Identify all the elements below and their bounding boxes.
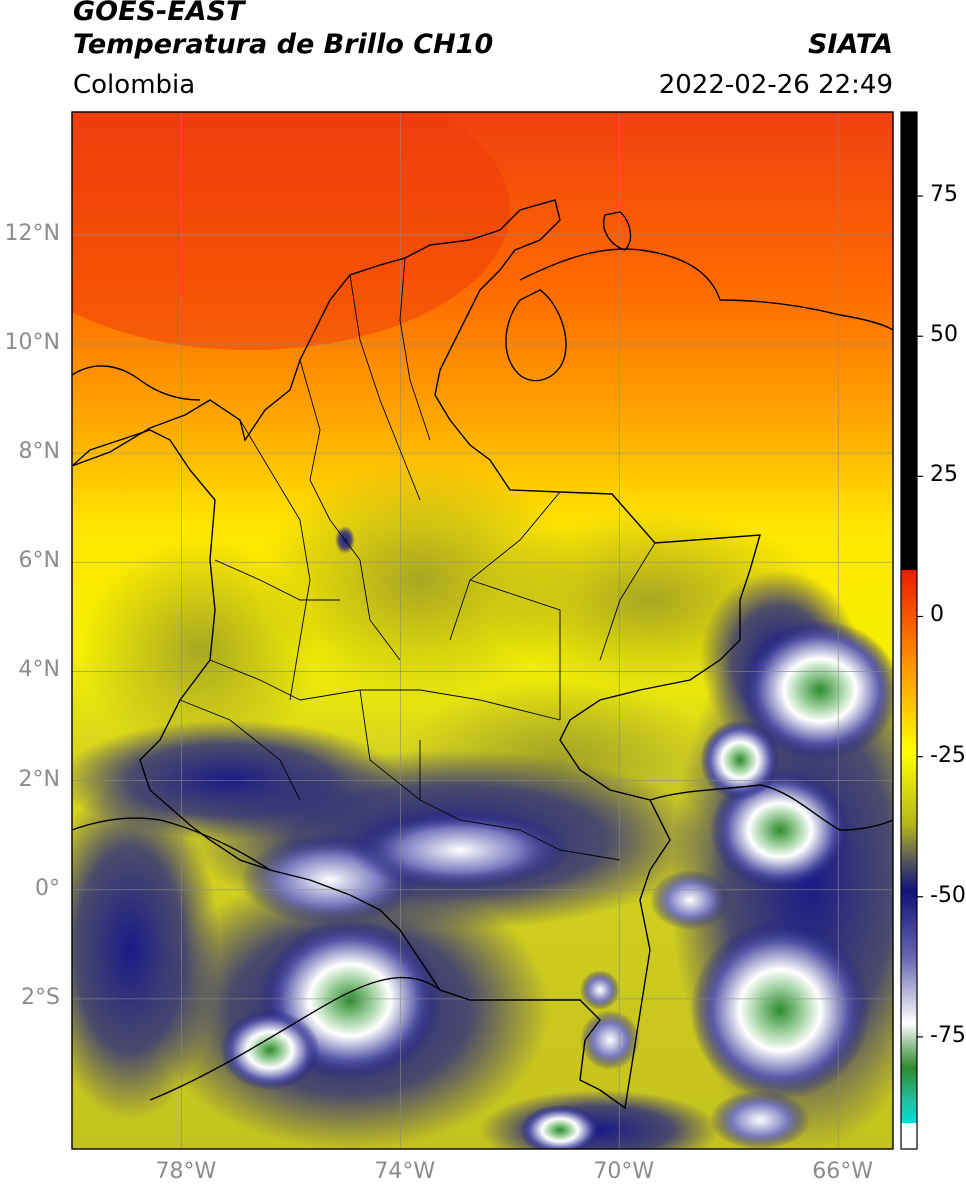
colorbar-underflow-segment (901, 1123, 917, 1149)
lat-tick-label: 8°N (18, 439, 60, 465)
peru-border (149, 976, 441, 1101)
venezuela-coast (519, 248, 893, 331)
lat-tick-label: 2°N (18, 766, 60, 792)
coastlines-and-borders (72, 199, 893, 1110)
colorbar-tick-label: -75 (930, 1022, 966, 1048)
lon-tick-label: 74°W (374, 1159, 436, 1184)
region-label: Colombia (73, 70, 196, 100)
colorbar-tick-label: 50 (930, 322, 958, 348)
colombia-outline (72, 199, 761, 1110)
lon-tick-label: 78°W (155, 1159, 217, 1184)
datetime-label: 2022-02-26 22:49 (658, 70, 893, 100)
colorbar-tick-label: -50 (930, 882, 966, 908)
colorbar-tick-label: 75 (930, 182, 958, 208)
lon-tick-label: 70°W (593, 1159, 655, 1184)
paraguana (603, 211, 632, 251)
lat-tick-label: 2°S (21, 984, 60, 1010)
lat-tick-label: 12°N (4, 220, 60, 246)
colorbar-tick-label: -25 (930, 742, 966, 768)
colorbar-gradient-segment (901, 570, 917, 1123)
lat-tick-label: 6°N (18, 548, 60, 574)
lat-tick-label: 4°N (18, 657, 60, 683)
colorbar-tick-label: 25 (930, 462, 958, 488)
ecuador-border (72, 817, 271, 871)
maracaibo-lake (505, 289, 567, 382)
graticule (72, 112, 893, 1149)
colorbar (900, 111, 923, 1150)
product-title: Temperatura de Brillo CH10 (73, 29, 494, 60)
map-frame (71, 111, 894, 1150)
colorbar-warm-segment (901, 112, 917, 570)
lon-tick-label: 66°W (812, 1159, 874, 1184)
lat-tick-label: 10°N (4, 329, 60, 355)
internal-divisions (179, 257, 656, 861)
agency-label: SIATA (807, 29, 893, 60)
colorbar-tick-label: 0 (930, 602, 944, 628)
satellite-title: GOES-EAST (73, 0, 245, 27)
lat-tick-label: 0° (35, 875, 60, 901)
brazil-border (649, 784, 893, 831)
panama-coast (72, 365, 201, 401)
